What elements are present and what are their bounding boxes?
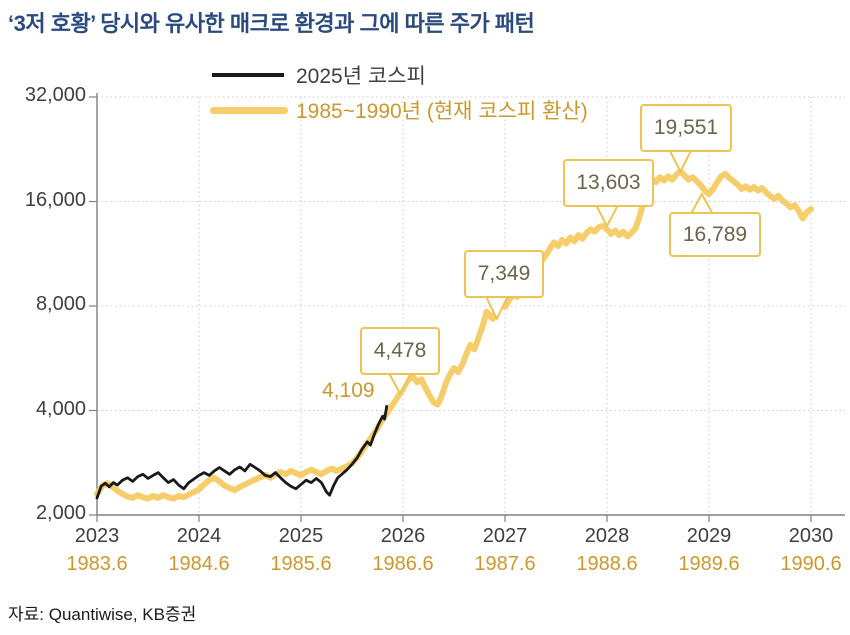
legend-swatch-black-line bbox=[212, 73, 284, 77]
x-tick-label-historic: 1990.6 bbox=[780, 553, 842, 575]
callout-4478: 4,478 bbox=[360, 327, 440, 375]
x-tick-label-year: 2025 bbox=[278, 525, 324, 547]
x-tick-label-historic: 1985.6 bbox=[270, 553, 332, 575]
legend-item-1985-1990: 1985~1990년 (현재 코스피 환산) bbox=[210, 95, 588, 125]
callout-16789: 16,789 bbox=[669, 212, 761, 257]
x-tick-label-historic: 1989.6 bbox=[678, 553, 740, 575]
legend-item-2025-kospi: 2025년 코스피 bbox=[212, 60, 426, 90]
y-tick-label: 32,000 bbox=[24, 84, 86, 106]
series-line-2025-kospi bbox=[95, 404, 389, 500]
y-tick-label: 4,000 bbox=[35, 397, 86, 420]
chart-title: ‘3저 호황’ 당시와 유사한 매크로 환경과 그에 따른 주가 패턴 bbox=[8, 11, 535, 36]
y-tick-label: 16,000 bbox=[24, 188, 86, 211]
x-tick-label-historic: 1987.6 bbox=[474, 553, 536, 575]
legend-label-1985-1990: 1985~1990년 (현재 코스피 환산) bbox=[296, 100, 588, 123]
source-note: 자료: Quantiwise, KB증권 bbox=[8, 605, 197, 624]
series-line-1985-1990 bbox=[94, 168, 814, 502]
x-tick-label-historic: 1986.6 bbox=[372, 553, 434, 575]
callout-pointer bbox=[594, 204, 620, 229]
legend-label-2025-kospi: 2025년 코스피 bbox=[296, 65, 426, 88]
callout-19551: 19,551 bbox=[640, 104, 732, 152]
callout-pointer bbox=[667, 149, 694, 174]
x-tick-label-year: 2029 bbox=[686, 525, 732, 547]
legend-swatch-yellow-line bbox=[210, 106, 288, 114]
x-tick-label-year: 2028 bbox=[584, 525, 630, 547]
callout-7349: 7,349 bbox=[464, 250, 544, 298]
x-tick-label-historic: 1984.6 bbox=[168, 553, 230, 575]
x-tick-label-year: 2024 bbox=[176, 525, 222, 547]
x-tick-label-historic: 1983.6 bbox=[66, 553, 128, 575]
x-tick-label-year: 2026 bbox=[380, 525, 426, 547]
data-label-4109: 4,109 bbox=[322, 379, 375, 402]
x-tick-label-year: 2030 bbox=[788, 525, 834, 547]
x-tick-label-year: 2023 bbox=[74, 525, 120, 547]
y-tick-label: 2,000 bbox=[35, 502, 86, 524]
y-tick-label: 8,000 bbox=[35, 293, 86, 315]
callout-13603: 13,603 bbox=[563, 159, 654, 207]
x-tick-label-historic: 1988.6 bbox=[576, 553, 638, 575]
x-tick-label-year: 2027 bbox=[482, 525, 528, 547]
